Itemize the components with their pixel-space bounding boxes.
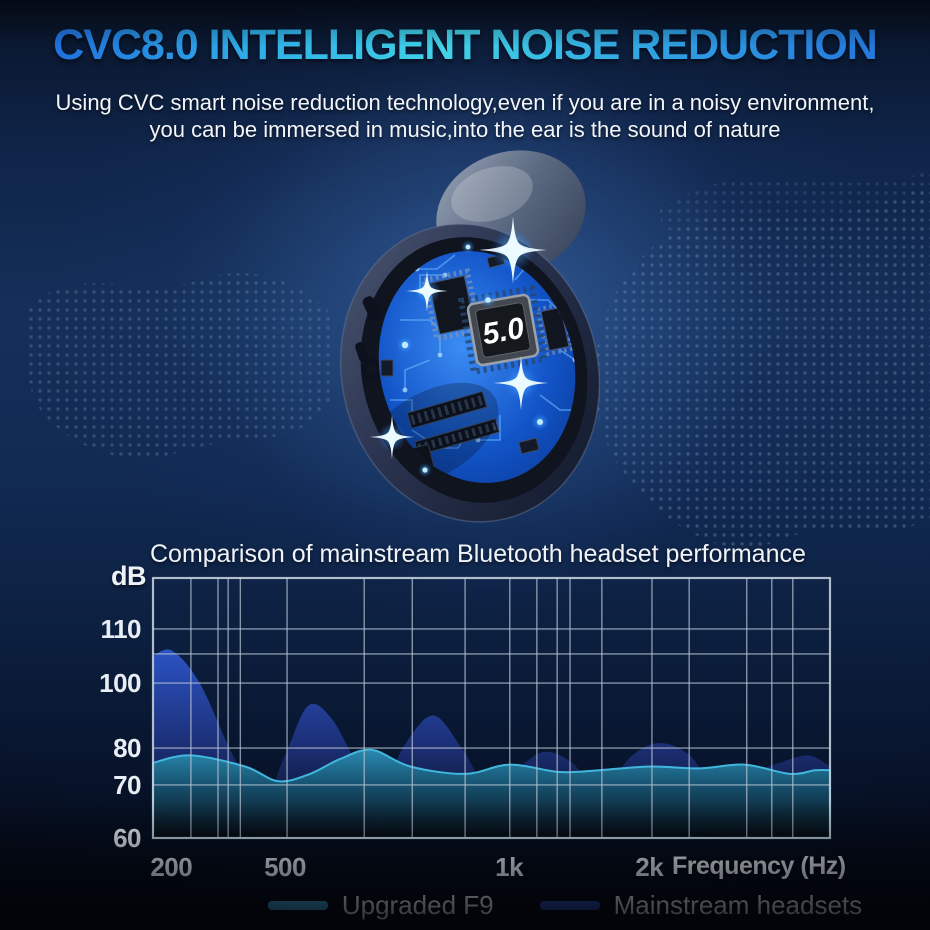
subtitle-line1: Using CVC smart noise reduction technolo… xyxy=(55,90,875,115)
svg-text:100: 100 xyxy=(99,668,141,698)
svg-text:1k: 1k xyxy=(495,852,524,882)
svg-text:500: 500 xyxy=(264,852,306,882)
legend-swatch-upgraded-f9 xyxy=(267,901,328,910)
performance-chart: 110 100 80 70 60 200 500 1k 2k xyxy=(99,576,832,882)
chart-legend: Upgraded F9 Mainstream headsets xyxy=(200,890,930,921)
legend-item-upgraded-f9: Upgraded F9 xyxy=(267,890,494,921)
legend-label-upgraded-f9: Upgraded F9 xyxy=(341,890,494,920)
svg-text:70: 70 xyxy=(113,770,141,800)
svg-text:2k: 2k xyxy=(635,852,664,882)
svg-text:200: 200 xyxy=(150,852,192,882)
page-title: CVC8.0 INTELLIGENT NOISE REDUCTION xyxy=(0,21,930,70)
svg-text:110: 110 xyxy=(101,614,141,644)
x-axis-label: Frequency (Hz) xyxy=(672,852,846,880)
chart-title: Comparison of mainstream Bluetooth heads… xyxy=(150,540,806,568)
legend-swatch-mainstream xyxy=(539,901,600,910)
y-axis-unit-label: dB xyxy=(111,561,147,591)
svg-text:60: 60 xyxy=(113,823,141,853)
legend-label-mainstream: Mainstream headsets xyxy=(613,890,863,920)
legend-item-mainstream: Mainstream headsets xyxy=(539,890,863,921)
svg-text:80: 80 xyxy=(113,733,141,763)
subtitle-line2: you can be immersed in music,into the ea… xyxy=(149,117,781,142)
